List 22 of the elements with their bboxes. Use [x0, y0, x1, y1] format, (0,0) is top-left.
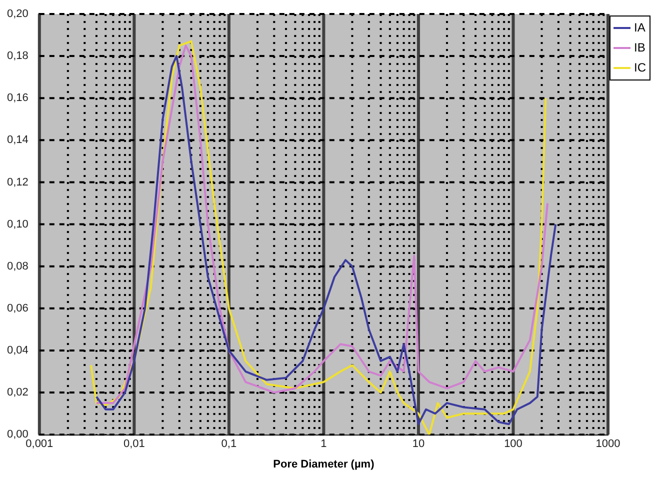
y-tick-label: 0,16 — [6, 92, 28, 104]
x-tick-label: 0,01 — [123, 438, 145, 450]
legend-label: IC — [634, 60, 646, 74]
x-tick-label: 1 — [320, 438, 327, 450]
y-tick-label: 0,06 — [6, 302, 28, 314]
x-axis-title: Pore Diameter (µm) — [273, 458, 375, 470]
legend-label: IB — [634, 40, 646, 54]
x-tick-label: 1000 — [596, 438, 620, 450]
x-tick-label: 10 — [412, 438, 425, 450]
x-tick-label: 100 — [504, 438, 522, 450]
y-tick-label: 0,12 — [6, 176, 28, 188]
y-tick-label: 0,10 — [6, 218, 28, 230]
x-tick-label: 0,001 — [26, 438, 54, 450]
y-tick-label: 0,18 — [6, 50, 28, 62]
y-tick-label: 0,14 — [6, 134, 28, 146]
y-tick-label: 0,20 — [6, 8, 28, 20]
legend-label: IA — [634, 20, 646, 34]
y-tick-label: 0,08 — [6, 260, 28, 272]
y-tick-label: 0,00 — [6, 428, 28, 441]
y-tick-label: 0,02 — [6, 386, 28, 399]
y-tick-label: 0,04 — [6, 344, 28, 357]
x-tick-label: 0,1 — [221, 438, 237, 450]
